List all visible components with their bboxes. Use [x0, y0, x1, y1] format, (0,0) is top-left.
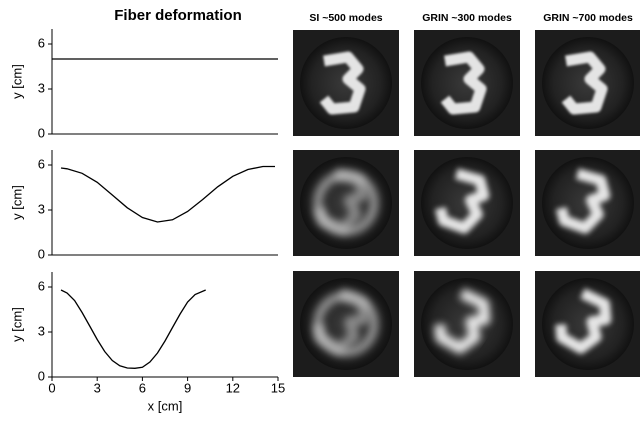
digit-pattern: [319, 51, 366, 115]
digit-pattern: [313, 288, 370, 354]
output-image: [535, 271, 640, 377]
data-line: [60, 289, 206, 369]
y-tick-label: 0: [38, 368, 45, 383]
data-line: [60, 165, 275, 223]
y-tick-label: 6: [38, 156, 45, 171]
x-axis-label: x [cm]: [148, 398, 183, 413]
output-image: [293, 30, 399, 136]
x-tick-label: 6: [139, 380, 146, 395]
chart-title: Fiber deformation: [114, 7, 242, 24]
column-title: GRIN ~700 modes: [543, 12, 633, 24]
output-image: [293, 150, 399, 256]
y-tick-label: 3: [38, 323, 45, 338]
digit-pattern: [434, 288, 491, 354]
y-tick-label: 0: [38, 125, 45, 140]
output-image: [414, 271, 520, 377]
column-title: GRIN ~300 modes: [422, 12, 512, 24]
y-tick-label: 3: [38, 80, 45, 95]
y-axis-label: y [cm]: [9, 64, 24, 99]
y-tick-label: 6: [38, 278, 45, 293]
x-tick-label: 3: [94, 380, 101, 395]
y-axis-label: y [cm]: [9, 185, 24, 220]
x-tick-label: 15: [271, 380, 285, 395]
y-tick-label: 3: [38, 201, 45, 216]
digit-pattern: [555, 288, 612, 354]
x-tick-label: 12: [226, 380, 240, 395]
output-image: [293, 271, 399, 377]
digit-pattern: [434, 168, 490, 234]
column-title: SI ~500 modes: [309, 12, 382, 24]
x-tick-label: 0: [48, 380, 55, 395]
y-axis-label: y [cm]: [9, 307, 24, 342]
digit-pattern: [561, 51, 608, 115]
output-image: [535, 30, 640, 136]
y-tick-label: 6: [38, 35, 45, 50]
digit-pattern: [440, 51, 487, 115]
x-tick-label: 9: [184, 380, 191, 395]
y-tick-label: 0: [38, 246, 45, 261]
output-image: [414, 30, 520, 136]
digit-pattern: [555, 168, 611, 234]
output-image: [535, 150, 640, 256]
output-image: [414, 150, 520, 256]
digit-pattern: [313, 168, 369, 234]
